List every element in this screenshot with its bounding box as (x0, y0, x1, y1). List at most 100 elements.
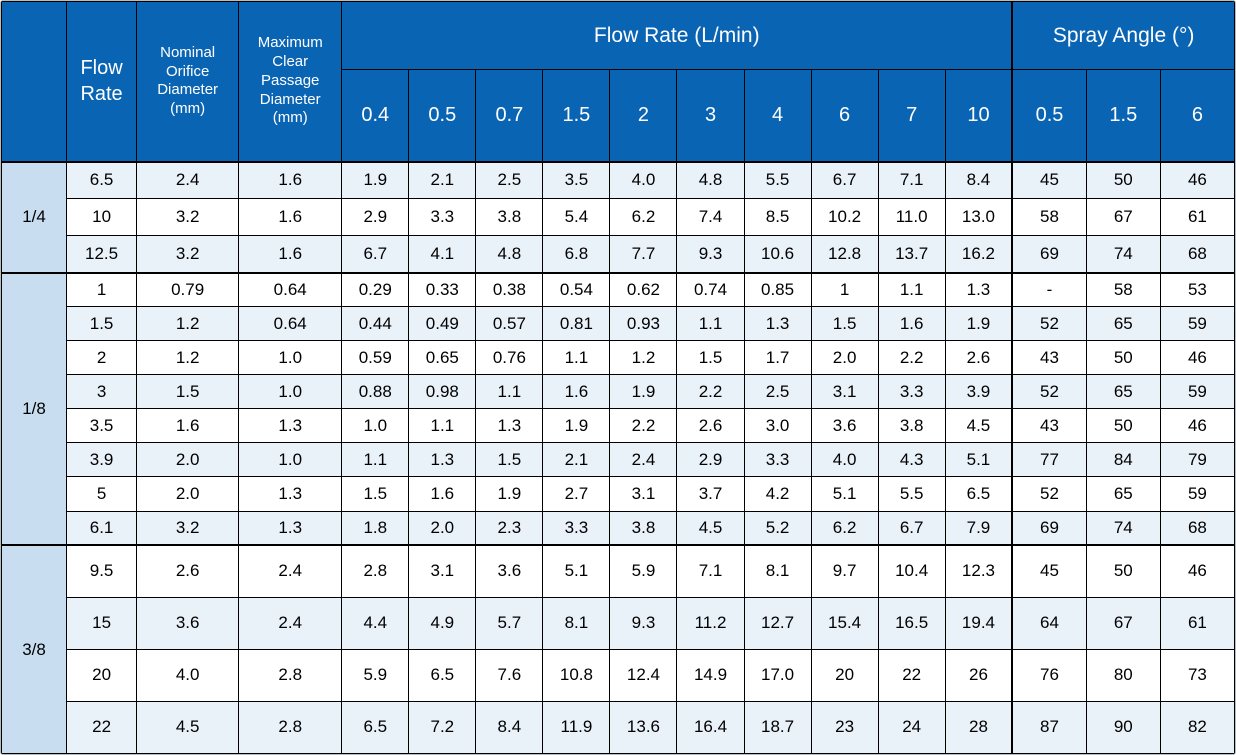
spray-pressure-header-cell: 1.5 (1085, 69, 1161, 163)
data-cell: 18.7 (743, 700, 812, 754)
data-cell: 7.6 (475, 648, 544, 702)
data-cell: 1 (810, 271, 879, 308)
data-cell: 82 (1159, 700, 1235, 754)
table-row: 15 3.6 2.4 4.4 4.9 5.7 8.1 9.3 11.2 12.7 15.4 16.5 1… (2, 596, 1235, 650)
flow-pressure-header-cell: 7 (877, 69, 946, 163)
data-cell: 1.1 (408, 408, 477, 444)
row-group-label: 1/8 (1, 271, 68, 546)
data-cell: 1.3 (408, 442, 477, 478)
data-cell: 3.1 (609, 476, 678, 512)
table-row: 20 4.0 2.8 5.9 6.5 7.6 10.8 12.4 14.9 17.0 20 22 26 7… (2, 648, 1235, 702)
data-cell: 23 (810, 700, 879, 754)
data-cell: 19.4 (944, 596, 1013, 650)
data-cell: 1.1 (542, 340, 611, 376)
data-cell: 9.3 (609, 596, 678, 650)
data-cell: 3 (66, 374, 138, 410)
data-cell: 12.5 (66, 235, 138, 274)
data-cell: 3.8 (475, 198, 544, 237)
data-cell: 0.98 (408, 374, 477, 410)
data-cell: 74 (1085, 510, 1161, 546)
data-cell: 52 (1011, 374, 1087, 410)
row-group-label: 3/8 (1, 544, 68, 754)
data-cell: 4.8 (676, 160, 745, 200)
data-cell: 7.2 (408, 700, 477, 754)
data-cell: 2.7 (542, 476, 611, 512)
data-cell: 1.6 (136, 408, 240, 444)
data-cell: 0.64 (238, 271, 343, 308)
data-cell: 0.76 (475, 340, 544, 376)
data-cell: 90 (1085, 700, 1161, 754)
data-cell: 46 (1159, 160, 1235, 200)
flow-pressure-header-cell: 1.5 (542, 69, 611, 163)
data-cell: 10.8 (542, 648, 611, 702)
data-cell: 3.9 (66, 442, 138, 478)
passage-diameter-column-header: Maximum Clear Passage Diameter (mm) (238, 1, 343, 163)
data-cell: 11.9 (542, 700, 611, 754)
data-cell: 2.4 (238, 596, 343, 650)
data-cell: 1.3 (743, 306, 812, 342)
data-cell: 1.1 (341, 442, 410, 478)
corner-cell (1, 1, 68, 163)
data-cell: 5.1 (542, 544, 611, 598)
data-cell: 2.0 (136, 476, 240, 512)
data-cell: 77 (1011, 442, 1087, 478)
data-cell: 1.3 (238, 510, 343, 546)
data-cell: - (1011, 271, 1087, 308)
data-cell: 2.4 (238, 544, 343, 598)
data-cell: 24 (877, 700, 946, 754)
data-cell: 3.7 (676, 476, 745, 512)
data-cell: 5.4 (542, 198, 611, 237)
data-cell: 20 (810, 648, 879, 702)
data-cell: 5.5 (877, 476, 946, 512)
data-cell: 2.4 (136, 160, 240, 200)
data-cell: 84 (1085, 442, 1161, 478)
data-cell: 5 (66, 476, 138, 512)
data-cell: 1.6 (238, 198, 343, 237)
data-cell: 46 (1159, 340, 1235, 376)
pressure-header-row: 0.4 0.5 0.7 1.5 2 3 4 6 7 10 0.5 1.5 6 (2, 69, 1235, 163)
data-cell: 50 (1085, 544, 1161, 598)
data-cell: 2.0 (136, 442, 240, 478)
data-cell: 20 (66, 648, 138, 702)
data-cell: 3.3 (408, 198, 477, 237)
data-cell: 3.1 (408, 544, 477, 598)
data-cell: 45 (1011, 544, 1087, 598)
data-cell: 4.9 (408, 596, 477, 650)
header-top-row: Flow Rate Nominal Orifice Diameter (mm) … (1, 1, 1235, 163)
data-cell: 10.6 (743, 235, 812, 274)
data-cell: 2.3 (475, 510, 544, 546)
data-cell: 6.1 (66, 510, 138, 546)
data-cell: 46 (1159, 408, 1235, 444)
data-cell: 10.2 (810, 198, 879, 237)
data-cell: 1.8 (341, 510, 410, 546)
data-cell: 0.44 (341, 306, 410, 342)
data-cell: 4.1 (408, 235, 477, 274)
data-cell: 1.9 (542, 408, 611, 444)
data-cell: 50 (1085, 408, 1161, 444)
table-row: 3 1.5 1.0 0.88 0.98 1.1 1.6 1.9 2.2 2.5 3.1 3.3 3.9 5… (2, 374, 1235, 410)
data-cell: 3.6 (475, 544, 544, 598)
data-cell: 3.0 (743, 408, 812, 444)
data-cell: 87 (1011, 700, 1087, 754)
data-cell: 2.6 (676, 408, 745, 444)
data-cell: 3.2 (136, 510, 240, 546)
data-cell: 4.5 (136, 700, 240, 754)
data-cell: 1.5 (136, 374, 240, 410)
data-cell: 3.6 (136, 596, 240, 650)
table-header: Flow Rate Nominal Orifice Diameter (mm) … (1, 1, 1235, 163)
data-cell: 52 (1011, 476, 1087, 512)
data-cell: 0.65 (408, 340, 477, 376)
data-cell: 3.5 (542, 160, 611, 200)
data-cell: 2.1 (542, 442, 611, 478)
data-cell: 17.0 (743, 648, 812, 702)
data-cell: 2.2 (609, 408, 678, 444)
data-cell: 58 (1011, 198, 1087, 237)
data-cell: 1.0 (238, 340, 343, 376)
data-cell: 7.9 (944, 510, 1013, 546)
orifice-diameter-column-header: Nominal Orifice Diameter (mm) (136, 1, 240, 163)
data-cell: 15.4 (810, 596, 879, 650)
data-cell: 12.4 (609, 648, 678, 702)
data-cell: 2.8 (238, 700, 343, 754)
data-cell: 1.9 (944, 306, 1013, 342)
